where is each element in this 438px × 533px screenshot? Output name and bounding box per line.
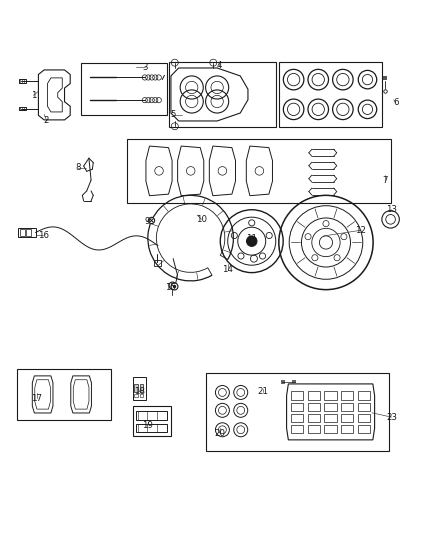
Bar: [358, 414, 370, 422]
Bar: [17, 369, 111, 420]
Text: 12: 12: [355, 226, 367, 235]
Bar: [136, 424, 167, 432]
Bar: [169, 62, 276, 127]
Bar: [308, 392, 320, 400]
Text: 14: 14: [222, 265, 233, 274]
Bar: [18, 228, 35, 237]
Text: 16: 16: [38, 231, 49, 239]
Bar: [341, 392, 353, 400]
Bar: [291, 414, 303, 422]
Text: 5: 5: [170, 110, 176, 119]
Text: 17: 17: [32, 394, 42, 403]
Text: 20: 20: [215, 429, 226, 438]
Bar: [358, 392, 370, 400]
Bar: [140, 394, 144, 398]
Bar: [136, 411, 167, 420]
Bar: [81, 63, 166, 115]
Text: 23: 23: [386, 413, 397, 422]
Bar: [308, 402, 320, 411]
Text: 15: 15: [166, 283, 177, 292]
Bar: [325, 425, 337, 433]
Bar: [279, 62, 382, 127]
Bar: [308, 414, 320, 422]
Bar: [291, 392, 303, 400]
Text: 13: 13: [386, 205, 397, 214]
Bar: [358, 402, 370, 411]
Bar: [19, 79, 26, 83]
Bar: [206, 373, 389, 451]
Bar: [127, 139, 392, 203]
Bar: [308, 425, 320, 433]
Text: 11: 11: [246, 235, 257, 244]
Text: 9: 9: [144, 217, 150, 226]
Bar: [291, 402, 303, 411]
Text: 19: 19: [141, 422, 152, 430]
Bar: [26, 229, 31, 236]
Bar: [341, 425, 353, 433]
Bar: [341, 414, 353, 422]
Text: 1: 1: [31, 91, 36, 100]
Bar: [140, 384, 144, 392]
Bar: [291, 425, 303, 433]
Circle shape: [247, 236, 257, 246]
Bar: [133, 377, 146, 400]
Text: 6: 6: [393, 98, 399, 107]
Text: 7: 7: [382, 175, 388, 184]
Bar: [134, 394, 138, 398]
Text: 2: 2: [44, 116, 49, 125]
Bar: [325, 402, 337, 411]
Bar: [134, 384, 138, 392]
Text: 10: 10: [196, 215, 207, 224]
Text: 4: 4: [216, 61, 222, 70]
Bar: [153, 261, 161, 265]
Bar: [341, 402, 353, 411]
Bar: [325, 414, 337, 422]
Bar: [133, 406, 171, 436]
Text: 8: 8: [76, 163, 81, 172]
Text: 18: 18: [134, 387, 145, 397]
Text: 3: 3: [142, 63, 148, 72]
Bar: [358, 425, 370, 433]
Bar: [20, 229, 25, 236]
Bar: [19, 107, 26, 110]
Text: 21: 21: [257, 387, 268, 397]
Bar: [325, 392, 337, 400]
